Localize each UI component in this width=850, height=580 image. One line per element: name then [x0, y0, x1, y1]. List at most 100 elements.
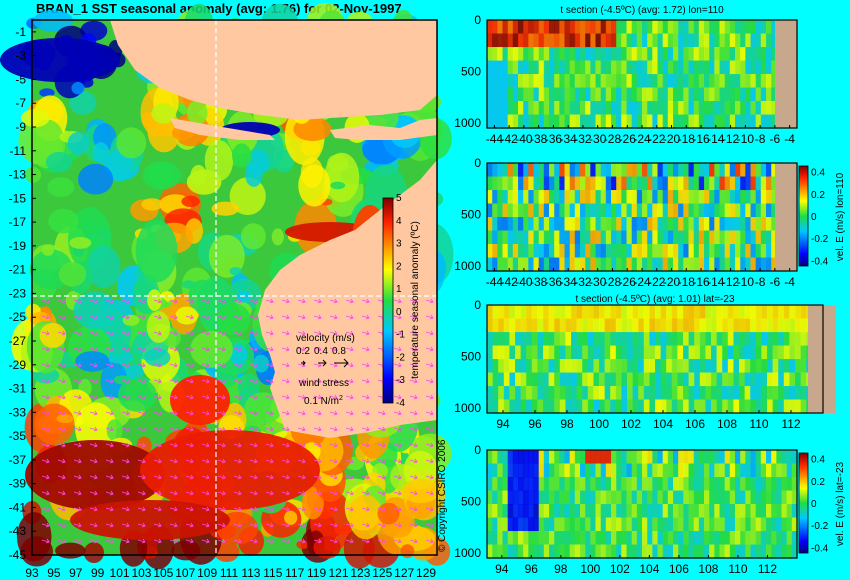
section-cell	[683, 60, 690, 75]
panel-title: t section (-4.5ºC) (avg: 1.01) lat=-23	[576, 294, 735, 305]
section-cell	[673, 203, 679, 218]
section-cell	[704, 176, 710, 191]
section-cell	[600, 477, 607, 492]
section-cell	[631, 47, 638, 62]
section-cell	[783, 345, 790, 360]
wind-stress-arrow	[329, 410, 338, 416]
section-cell	[711, 345, 718, 360]
wind-stress-arrow	[89, 458, 98, 464]
section-cell	[760, 257, 767, 272]
section-cell	[585, 477, 591, 492]
section-cell	[626, 217, 633, 232]
section-cell	[729, 230, 736, 245]
wind-stress-arrow	[57, 378, 66, 384]
section-cell	[755, 47, 762, 62]
section-panel-t-section-lat-23: t section (-4.5ºC) (avg: 1.01) lat=-2305…	[454, 294, 836, 431]
wind-stress-arrow	[361, 410, 370, 416]
section-cell	[745, 517, 752, 532]
sst-texture-blob	[324, 152, 360, 203]
section-cell	[766, 87, 772, 102]
map-lat-tick-label: -35	[9, 429, 27, 443]
section-cell	[604, 372, 611, 387]
section-cell	[766, 101, 772, 116]
section-cell	[740, 544, 746, 559]
section-cell	[709, 217, 715, 232]
section-cell	[559, 517, 566, 532]
section-cell	[492, 345, 499, 360]
section-cell	[523, 190, 529, 205]
section-cell	[786, 450, 793, 465]
section-cell	[507, 114, 514, 129]
section-cell	[673, 450, 679, 465]
section-cell	[509, 305, 516, 320]
section-cell	[760, 74, 767, 89]
section-cell	[616, 490, 622, 505]
section-cell	[526, 305, 533, 320]
wind-stress-arrow	[137, 330, 146, 336]
section-cell	[627, 386, 634, 401]
section-cell	[714, 230, 721, 245]
section-cell	[693, 244, 700, 259]
section-cell	[698, 490, 705, 505]
map-lon-tick-label: 119	[307, 566, 326, 580]
section-cell	[744, 318, 751, 333]
section-cell	[559, 257, 566, 272]
wind-stress-arrow	[121, 522, 130, 528]
section-cell	[636, 450, 643, 465]
section-cell	[571, 345, 578, 360]
section-cell	[515, 359, 522, 374]
land-timor	[330, 118, 437, 140]
section-cell	[632, 345, 639, 360]
section-cell	[580, 20, 586, 35]
section-cell	[722, 332, 729, 347]
sst-anomaly-feature	[0, 38, 120, 82]
land-java	[170, 118, 275, 140]
section-cell	[531, 332, 538, 347]
section-cell	[616, 517, 622, 532]
section-cell	[678, 114, 684, 129]
section-cell	[688, 504, 695, 519]
section-cell	[771, 504, 777, 519]
panel-x-tick-label: -18	[678, 275, 696, 289]
wind-stress-arrow	[281, 314, 290, 320]
section-cell	[611, 163, 617, 178]
section-cell	[714, 477, 721, 492]
section-cell	[543, 217, 550, 232]
wind-stress-arrow	[137, 538, 146, 544]
section-cell	[699, 345, 706, 360]
map-colorbar-tick-label: -2	[396, 352, 405, 363]
section-cell	[667, 101, 674, 116]
section-cell	[649, 372, 656, 387]
wind-stress-arrow	[201, 458, 210, 464]
section-cell	[616, 217, 622, 232]
wind-stress-arrow	[185, 490, 194, 496]
wind-stress-arrow	[361, 298, 370, 304]
wind-stress-arrow	[233, 346, 242, 352]
section-cell	[582, 399, 589, 414]
section-cell	[533, 257, 540, 272]
section-cell	[722, 359, 729, 374]
section-cell	[554, 101, 560, 116]
section-cell	[631, 190, 638, 205]
section-cell	[585, 450, 591, 465]
section-cell	[744, 359, 751, 374]
section-cell	[600, 114, 607, 129]
section-cell	[677, 399, 684, 414]
section-cell	[543, 399, 550, 414]
section-cell	[585, 33, 591, 48]
section-cell	[767, 359, 774, 374]
section-cell	[600, 544, 607, 559]
section-cell	[582, 345, 589, 360]
section-cell	[750, 47, 757, 62]
section-cell	[616, 203, 622, 218]
section-cell	[724, 463, 731, 478]
section-cell	[709, 544, 715, 559]
section-cell	[750, 450, 757, 465]
section-cell	[740, 190, 746, 205]
section-cell	[502, 176, 509, 191]
section-cell	[549, 517, 555, 532]
section-cell	[564, 47, 571, 62]
section-cell	[621, 318, 628, 333]
section-cell	[565, 332, 572, 347]
section-cell	[673, 114, 679, 129]
